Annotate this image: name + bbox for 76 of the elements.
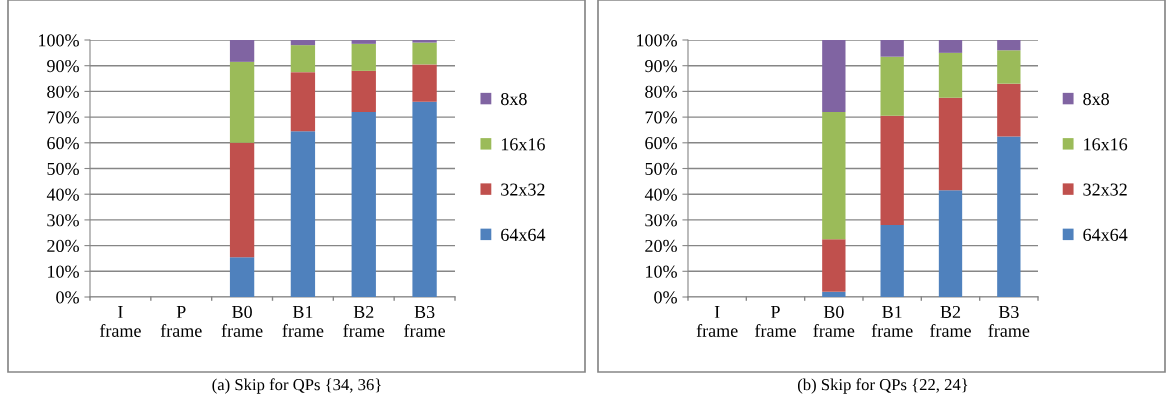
- y-tick-label: 50%: [47, 162, 79, 175]
- bar: [290, 45, 316, 73]
- bar: [290, 72, 316, 132]
- bar: [229, 61, 255, 143]
- y-tick-label: 30%: [47, 214, 79, 227]
- legend-label: 16x16: [1084, 138, 1128, 151]
- legend-label: 8x8: [1083, 92, 1109, 106]
- x-tick-label: B1 frame: [871, 305, 913, 337]
- y-tick-label: 100%: [637, 34, 677, 47]
- text: (b) Skip for QPs {22, 24}: [797, 378, 968, 394]
- y-tick-label: 20%: [47, 239, 79, 253]
- legend-label: 32x32: [501, 183, 545, 196]
- y-tick-label: 50%: [645, 162, 677, 175]
- bar: [229, 40, 255, 62]
- x-tick-label: B2 frame: [343, 305, 385, 337]
- bar: [938, 190, 963, 297]
- x-tick-label: B0 frame: [221, 305, 263, 337]
- y-tick-label: 0%: [654, 291, 677, 304]
- y-tick-label: 20%: [645, 239, 677, 253]
- bar: [938, 52, 963, 98]
- y-tick-label: 70%: [645, 111, 677, 124]
- bar: [880, 56, 904, 116]
- bar: [880, 225, 904, 297]
- y-tick-label: 40%: [46, 188, 79, 201]
- x-tick-label: B3 frame: [988, 305, 1030, 337]
- bar: [822, 291, 846, 297]
- y-tick-label: 10%: [48, 265, 79, 278]
- bar: [290, 131, 316, 297]
- y-tick-label: 90%: [645, 59, 677, 73]
- bar: [412, 40, 437, 43]
- bar: [229, 257, 255, 297]
- bar: [880, 115, 904, 226]
- y-tick-label: 60%: [645, 137, 677, 150]
- bar: [290, 40, 316, 46]
- x-tick-label: B3 frame: [404, 305, 446, 337]
- x-tick-label: P frame: [755, 306, 796, 337]
- bar: [822, 239, 846, 292]
- y-tick-label: 10%: [646, 265, 677, 278]
- legend-label: 16x16: [501, 138, 545, 151]
- bar: [351, 111, 376, 297]
- bar: [412, 64, 437, 102]
- x-tick-label: B1 frame: [282, 305, 324, 337]
- bar: [997, 40, 1021, 51]
- bar: [229, 142, 255, 258]
- x-tick-label: I frame: [696, 306, 738, 337]
- legend-label: 8x8: [501, 92, 527, 106]
- bar: [351, 40, 376, 44]
- bar: [997, 50, 1021, 84]
- x-tick-label: B0 frame: [813, 305, 855, 337]
- bar: [938, 97, 963, 191]
- y-tick-label: 70%: [47, 111, 79, 124]
- y-tick-label: 0%: [56, 291, 79, 304]
- bar: [412, 42, 437, 65]
- bar: [822, 111, 846, 240]
- bar: [351, 43, 376, 71]
- y-tick-label: 80%: [47, 85, 79, 98]
- x-tick-label: B2 frame: [930, 305, 971, 337]
- y-tick-label: 80%: [645, 85, 677, 98]
- legend-label: 32x32: [1083, 183, 1127, 196]
- legend-label: 64x64: [501, 228, 546, 241]
- y-tick-label: 40%: [644, 188, 677, 201]
- bar: [938, 40, 963, 53]
- text: (a) Skip for QPs {34, 36}: [212, 378, 381, 394]
- bar: [997, 83, 1021, 137]
- legend-label: 64x64: [1083, 228, 1128, 241]
- bar: [997, 136, 1021, 297]
- bar: [351, 70, 376, 112]
- y-tick-label: 30%: [645, 214, 677, 227]
- x-tick-label: P frame: [160, 306, 202, 337]
- bar: [412, 101, 437, 297]
- y-tick-label: 90%: [47, 59, 79, 73]
- bar: [822, 40, 846, 112]
- y-tick-label: 60%: [47, 137, 79, 150]
- y-tick-label: 100%: [39, 34, 79, 47]
- x-tick-label: I frame: [99, 306, 141, 337]
- bar: [880, 40, 904, 57]
